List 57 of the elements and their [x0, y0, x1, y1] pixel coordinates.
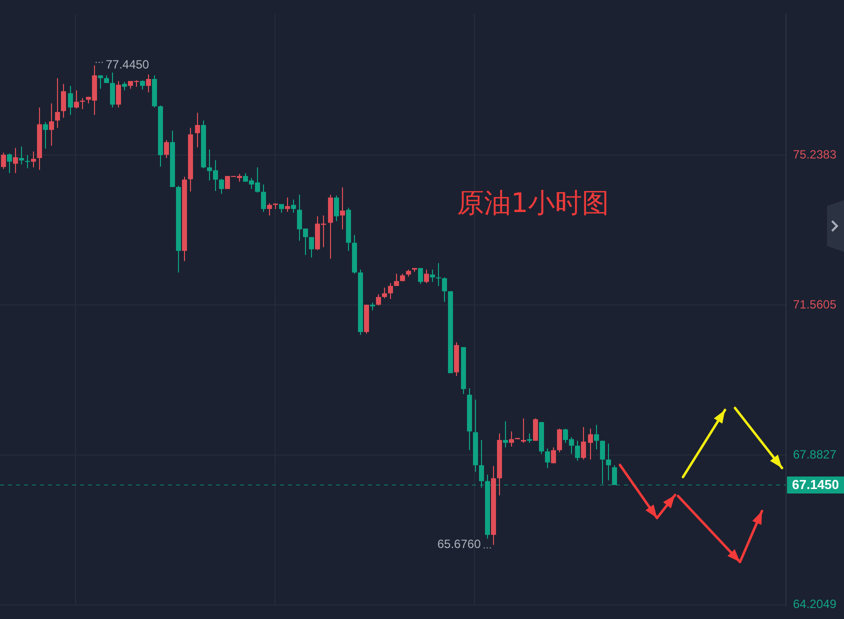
candlestick	[267, 202, 272, 216]
y-tick-label: 75.2383	[793, 148, 837, 162]
candlestick	[588, 428, 593, 460]
candlestick	[503, 420, 508, 448]
candlestick	[581, 426, 586, 460]
candlestick	[575, 440, 580, 462]
candlestick	[61, 83, 66, 118]
candlestick	[430, 269, 435, 282]
candlestick	[110, 72, 115, 108]
candlestick	[140, 80, 145, 90]
candlestick	[74, 90, 79, 109]
candlestick	[43, 122, 48, 150]
candlestick	[116, 80, 121, 108]
candlestick	[612, 464, 617, 486]
candlestick	[219, 178, 224, 194]
annotation: 65.6760	[437, 537, 482, 552]
candlestick	[80, 98, 85, 110]
candlestick	[13, 147, 18, 174]
candlestick	[545, 448, 550, 469]
candlestick	[521, 418, 526, 444]
candlestick	[376, 294, 381, 306]
candlestick	[334, 195, 339, 222]
y-tick-label: 71.5605	[793, 297, 837, 312]
candlestick	[1, 152, 6, 170]
y-tick-label: 64.2049	[793, 597, 837, 612]
candlestick	[606, 443, 611, 481]
candlestick	[49, 102, 54, 146]
candlestick	[309, 236, 314, 258]
candlestick	[527, 432, 532, 444]
candlestick	[424, 269, 429, 284]
candlestick	[195, 112, 200, 148]
candlestick	[7, 153, 12, 174]
candlestick	[533, 418, 538, 442]
ref-line-label: 67.1450	[792, 477, 839, 492]
candlestick	[146, 74, 151, 93]
candlestick	[55, 78, 60, 128]
annotation: 77.4450	[106, 58, 150, 72]
candlestick	[418, 268, 423, 284]
candlestick	[261, 184, 266, 212]
candlestick	[388, 282, 393, 300]
candlestick	[600, 440, 605, 484]
candlestick	[285, 197, 290, 212]
candlestick	[551, 446, 556, 464]
candlestick	[291, 199, 296, 214]
candlestick	[394, 273, 399, 286]
y-tick-label: 67.8827	[793, 447, 837, 462]
candlestick	[594, 424, 599, 450]
candlestick	[382, 287, 387, 299]
candlestick	[479, 439, 484, 488]
candlestick	[164, 140, 169, 159]
candlestick	[340, 186, 345, 230]
candlestick	[19, 146, 24, 166]
candlestick	[25, 154, 30, 169]
text: 原油1小时图	[457, 188, 610, 219]
candlestick	[557, 428, 562, 453]
candlestick	[68, 85, 73, 116]
candlestick	[509, 430, 514, 448]
